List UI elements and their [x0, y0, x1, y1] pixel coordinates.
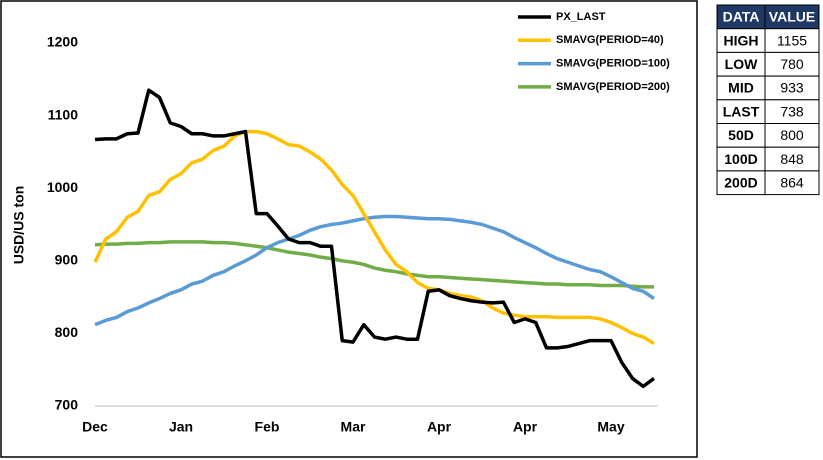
- table-cell-text: 933: [780, 80, 804, 96]
- legend-label: SMAVG(PERIOD=100): [556, 58, 670, 70]
- table-cell-text: 738: [780, 103, 804, 119]
- table-cell-text: MID: [728, 80, 754, 96]
- table-cell-text: HIGH: [724, 32, 759, 48]
- y-tick-label: 700: [55, 397, 79, 413]
- y-tick-label: 900: [55, 252, 79, 268]
- x-tick-label: Feb: [255, 419, 280, 435]
- x-tick-label: May: [597, 419, 624, 435]
- x-tick-label: Apr: [427, 419, 452, 435]
- table-cell-text: 780: [780, 56, 804, 72]
- legend-label: SMAVG(PERIOD=200): [556, 81, 670, 93]
- y-tick-label: 1200: [47, 34, 78, 50]
- legend-label: SMAVG(PERIOD=40): [556, 34, 664, 46]
- x-tick-label: Dec: [82, 419, 108, 435]
- x-tick-label: Mar: [341, 419, 366, 435]
- series-line: [94, 240, 654, 289]
- table-header: VALUE: [769, 9, 815, 25]
- y-tick-label: 800: [55, 324, 79, 340]
- y-tick-label: 1000: [47, 179, 78, 195]
- x-tick-label: Jan: [169, 419, 193, 435]
- y-axis-label: USD/US ton: [11, 186, 27, 265]
- table-cell-text: LAST: [723, 103, 760, 119]
- series-line: [94, 214, 655, 327]
- table-cell-text: 800: [780, 127, 804, 143]
- table-cell-text: 50D: [728, 127, 754, 143]
- table-cell-text: 1155: [777, 32, 807, 48]
- series-line: [93, 129, 655, 346]
- table-cell-text: 864: [780, 174, 804, 190]
- table-cell-text: 200D: [724, 174, 757, 190]
- series-line: [94, 88, 656, 389]
- table-cell-text: 100D: [724, 151, 757, 167]
- table-cell-text: LOW: [725, 56, 758, 72]
- table-header: DATA: [723, 9, 760, 25]
- x-tick-label: Apr: [513, 419, 538, 435]
- table-cell: [764, 170, 820, 196]
- table-cell-text: 848: [780, 151, 804, 167]
- legend-label: PX_LAST: [556, 11, 606, 23]
- y-tick-label: 1100: [48, 106, 79, 122]
